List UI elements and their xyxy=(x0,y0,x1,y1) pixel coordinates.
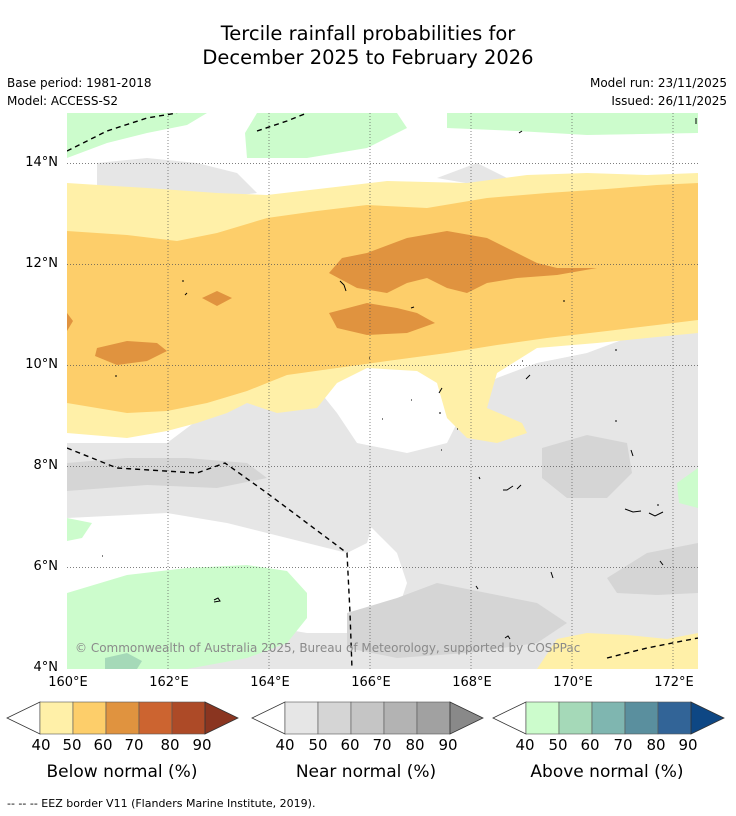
cb-above-tick: 90 xyxy=(678,736,698,754)
eez-footer-note: -- -- -- EEZ border V11 (Flanders Marine… xyxy=(7,797,316,810)
above-swatch xyxy=(525,701,560,735)
below-swatch xyxy=(138,701,173,735)
meta-right: Model run: 23/11/2025 Issued: 26/11/2025 xyxy=(590,74,727,110)
cb-above-tick: 80 xyxy=(646,736,666,754)
colorbars xyxy=(6,701,725,735)
above-normal-ne xyxy=(447,113,698,135)
chart-title: Tercile rainfall probabilities for Decem… xyxy=(0,22,736,70)
below-normal-60-c xyxy=(95,341,167,365)
cb-near-tick: 90 xyxy=(438,736,458,754)
below-normal-60-d xyxy=(202,291,232,306)
near-swatch xyxy=(416,701,451,735)
gridlines xyxy=(67,113,698,669)
above-normal-west-small xyxy=(67,518,92,541)
cb-near-tick: 40 xyxy=(275,736,295,754)
above-normal-east-small xyxy=(677,468,698,508)
model-run: Model run: 23/11/2025 xyxy=(589,76,727,90)
above-swatch xyxy=(657,701,692,735)
forecast-map xyxy=(67,113,698,669)
above-over-triangle xyxy=(690,701,725,735)
below-normal-50 xyxy=(67,183,698,413)
above-swatch xyxy=(624,701,659,735)
cb-near-tick: 50 xyxy=(308,736,328,754)
above-under-triangle xyxy=(492,701,527,735)
title-line-2: December 2025 to February 2026 xyxy=(202,46,534,69)
below-swatch xyxy=(39,701,74,735)
lat-label-12: 12°N xyxy=(25,256,58,271)
cb-below-tick: 50 xyxy=(62,736,82,754)
near-normal-50-se xyxy=(347,583,567,658)
above-swatch xyxy=(591,701,626,735)
lat-label-6: 6°N xyxy=(33,559,59,574)
below-normal-40-se xyxy=(537,633,698,669)
lon-label-170: 170°E xyxy=(553,675,593,690)
below-under-triangle xyxy=(6,701,41,735)
below-normal-60-b xyxy=(329,303,435,335)
near-under-triangle xyxy=(251,701,286,735)
near-normal-north-2 xyxy=(437,163,507,185)
cb-below-tick: 80 xyxy=(160,736,180,754)
cb-above-tick: 40 xyxy=(515,736,535,754)
islands xyxy=(102,118,697,640)
near-swatch xyxy=(383,701,418,735)
cb-below-tick: 60 xyxy=(93,736,113,754)
near-swatch xyxy=(284,701,319,735)
colorbar-near-normal xyxy=(251,701,484,735)
lon-label-166: 166°E xyxy=(351,675,391,690)
colorbar-below-normal xyxy=(6,701,239,735)
near-over-triangle xyxy=(449,701,484,735)
below-over-triangle xyxy=(204,701,239,735)
lat-label-8: 8°N xyxy=(33,458,59,473)
lon-label-160: 160°E xyxy=(48,675,88,690)
title-line-1: Tercile rainfall probabilities for xyxy=(220,22,516,45)
cb-near-tick: 70 xyxy=(372,736,392,754)
cb-below-tick: 90 xyxy=(192,736,212,754)
above-swatch xyxy=(558,701,593,735)
colorbar-title-near: Near normal (%) xyxy=(295,762,437,782)
colorbar-title-below: Below normal (%) xyxy=(46,762,198,782)
below-swatch xyxy=(105,701,140,735)
above-normal-sw xyxy=(67,565,307,669)
lat-label-4: 4°N xyxy=(33,660,59,675)
lon-label-162: 162°E xyxy=(149,675,189,690)
colorbar-above-normal xyxy=(492,701,725,735)
lon-label-168: 168°E xyxy=(452,675,492,690)
lon-label-172: 172°E xyxy=(654,675,694,690)
above-normal-n xyxy=(245,113,407,158)
below-normal-60-e xyxy=(67,313,73,331)
below-swatch xyxy=(72,701,107,735)
above-normal-nw xyxy=(67,113,207,158)
below-swatch xyxy=(171,701,206,735)
near-swatch xyxy=(350,701,385,735)
issued-date: Issued: 26/11/2025 xyxy=(611,94,727,108)
near-swatch xyxy=(317,701,352,735)
lat-label-14: 14°N xyxy=(25,155,58,170)
base-period: Base period: 1981-2018 xyxy=(7,76,152,90)
lat-label-10: 10°N xyxy=(25,357,58,372)
cb-near-tick: 80 xyxy=(405,736,425,754)
cb-below-tick: 70 xyxy=(124,736,144,754)
lon-label-164: 164°E xyxy=(250,675,290,690)
meta-left: Base period: 1981-2018 Model: ACCESS-S2 xyxy=(7,74,152,110)
above-normal-50-sw xyxy=(105,653,142,669)
model-name: Model: ACCESS-S2 xyxy=(7,94,119,108)
copyright-text: © Commonwealth of Australia 2025, Bureau… xyxy=(75,641,581,655)
cb-above-tick: 50 xyxy=(548,736,568,754)
below-normal-60-a xyxy=(329,231,597,293)
cb-above-tick: 70 xyxy=(613,736,633,754)
cb-below-tick: 40 xyxy=(31,736,51,754)
cb-above-tick: 60 xyxy=(580,736,600,754)
cb-near-tick: 60 xyxy=(340,736,360,754)
eez-border xyxy=(67,113,698,669)
near-normal-50-sw xyxy=(607,543,698,595)
colorbar-title-above: Above normal (%) xyxy=(530,762,684,782)
